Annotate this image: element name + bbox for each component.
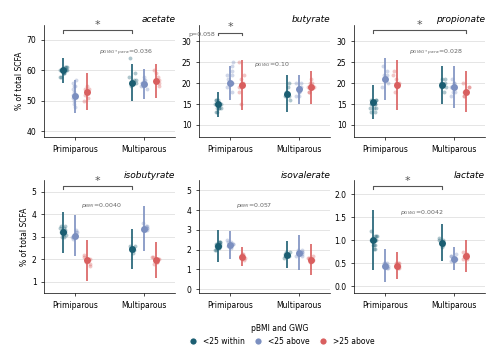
Y-axis label: % of total SCFA: % of total SCFA <box>15 52 24 110</box>
Text: lactate: lactate <box>454 171 485 180</box>
Text: *: * <box>228 22 233 32</box>
Text: isovalerate: isovalerate <box>280 171 330 180</box>
Text: p=0.058: p=0.058 <box>188 32 216 37</box>
Text: $p_{GWG}$=0.10: $p_{GWG}$=0.10 <box>254 60 290 69</box>
Text: $p_{GWG*para}$=0.036: $p_{GWG*para}$=0.036 <box>99 48 153 58</box>
Text: acetate: acetate <box>141 15 175 24</box>
Text: $p_{BMI}$=0.0040: $p_{BMI}$=0.0040 <box>81 201 122 210</box>
Text: *: * <box>95 20 101 30</box>
Text: $p_{BMI}$=0.057: $p_{BMI}$=0.057 <box>236 201 272 210</box>
Y-axis label: % of total SCFA: % of total SCFA <box>20 208 29 266</box>
Text: $p_{GWG*para}$=0.028: $p_{GWG*para}$=0.028 <box>409 48 463 58</box>
Text: *: * <box>405 175 410 186</box>
Text: isobutyrate: isobutyrate <box>124 171 175 180</box>
Text: propionate: propionate <box>436 15 485 24</box>
Text: $p_{GWG}$=0.0042: $p_{GWG}$=0.0042 <box>400 208 444 216</box>
Text: *: * <box>95 175 101 186</box>
Text: butyrate: butyrate <box>292 15 330 24</box>
Legend: <25 within, <25 above, >25 above: <25 within, <25 above, >25 above <box>182 321 378 349</box>
Text: *: * <box>416 20 422 30</box>
